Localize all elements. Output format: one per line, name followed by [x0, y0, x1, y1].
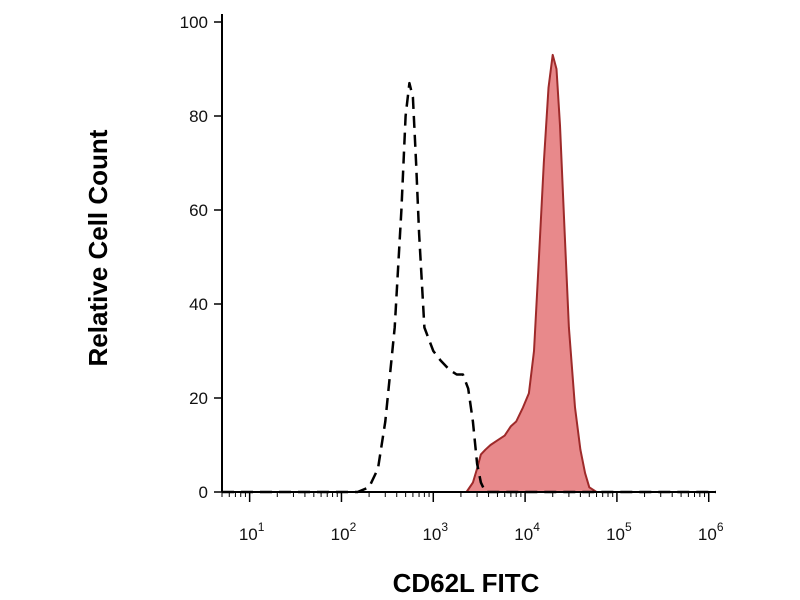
x-tick-label-base: 10	[239, 525, 258, 544]
x-tick-label-base: 10	[606, 525, 625, 544]
y-tick-label: 0	[199, 483, 208, 502]
x-tick-label-exponent: 2	[350, 520, 357, 534]
x-tick-label-base: 10	[514, 525, 533, 544]
x-tick-label-exponent: 5	[625, 520, 632, 534]
x-tick-label-exponent: 3	[441, 520, 448, 534]
series-line-solid	[222, 53, 716, 493]
y-tick-label: 60	[189, 201, 208, 220]
x-tick-label-base: 10	[331, 525, 350, 544]
x-axis-title: CD62L FITC	[393, 568, 540, 598]
x-tick-label: 104	[514, 520, 540, 544]
x-tick-label: 106	[698, 520, 724, 544]
y-tick-label: 20	[189, 389, 208, 408]
y-tick-label: 40	[189, 295, 208, 314]
x-tick-label-base: 10	[698, 525, 717, 544]
series-layer	[222, 53, 716, 494]
series-area-solid	[222, 54, 716, 493]
x-tick-label-exponent: 6	[717, 520, 724, 534]
x-tick-label-base: 10	[422, 525, 441, 544]
x-tick-label: 105	[606, 520, 632, 544]
x-tick-label-exponent: 4	[533, 520, 540, 534]
x-tick-label: 101	[239, 520, 265, 544]
y-tick-label: 80	[189, 107, 208, 126]
x-tick-label-exponent: 1	[258, 520, 265, 534]
x-tick-label: 103	[422, 520, 448, 544]
y-axis-title: Relative Cell Count	[83, 129, 113, 366]
labels-layer: Relative Cell Count CD62L FITC	[83, 129, 540, 598]
y-tick-label: 100	[180, 13, 208, 32]
x-tick-label: 102	[331, 520, 357, 544]
axes-layer	[221, 14, 716, 493]
series-line-dashed	[222, 81, 716, 494]
